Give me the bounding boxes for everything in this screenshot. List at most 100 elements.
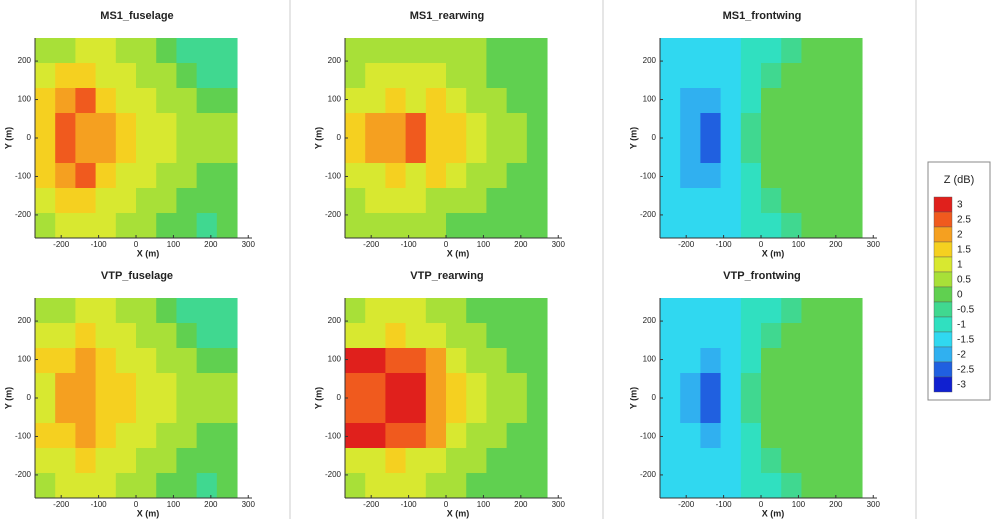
heat-cell: [466, 38, 487, 64]
heat-cell: [156, 163, 177, 189]
colorbar-swatch: [933, 226, 953, 243]
heat-cell: [801, 473, 823, 499]
y-tick-label: 200: [328, 316, 342, 325]
heat-cell: [821, 473, 843, 499]
heat-cell: [486, 373, 508, 399]
heat-cell: [385, 473, 407, 499]
y-axis-label: Y (m): [313, 127, 323, 149]
heat-cell: [196, 298, 218, 324]
heat-cell: [660, 348, 681, 374]
heat-cell: [345, 88, 366, 114]
heat-cell: [136, 138, 157, 164]
y-tick-label: 0: [27, 393, 32, 402]
heat-cell: [196, 88, 218, 114]
x-tick-label: -100: [401, 240, 418, 249]
heat-cell: [781, 88, 802, 114]
heat-cell: [446, 188, 467, 214]
heat-cell: [216, 323, 238, 349]
heat-cell: [801, 113, 823, 139]
y-axis-label: Y (m): [313, 387, 323, 409]
heat-cell: [345, 63, 366, 89]
heat-cell: [365, 38, 386, 64]
y-tick-label: 100: [643, 355, 657, 364]
heat-cell: [680, 448, 701, 474]
heat-cell: [761, 38, 782, 64]
heat-cell: [425, 448, 447, 474]
heat-cell: [75, 163, 97, 189]
heat-cell: [781, 373, 802, 399]
x-tick-label: 0: [444, 500, 449, 509]
chart-title: MS1_rearwing: [410, 10, 485, 22]
heat-cell: [405, 373, 427, 399]
heat-cell: [176, 163, 198, 189]
heat-cell: [365, 163, 386, 189]
heat-cell: [781, 423, 802, 449]
heat-cell: [385, 348, 407, 374]
heat-cell: [95, 298, 117, 324]
x-tick-label: 100: [477, 500, 491, 509]
heat-cell: [156, 138, 177, 164]
y-axis-label: Y (m): [3, 127, 13, 149]
chart-title: VTP_fuselage: [101, 270, 173, 282]
heat-cell: [55, 348, 76, 374]
heat-cell: [446, 298, 467, 324]
heat-cell: [720, 163, 742, 189]
heat-cell: [700, 423, 722, 449]
heat-cell: [526, 38, 548, 64]
colorbar-swatch: [933, 376, 953, 393]
heat-cell: [75, 348, 97, 374]
heat-cell: [365, 473, 386, 499]
heat-cell: [781, 448, 802, 474]
heat-cell: [405, 213, 427, 239]
heat-cell: [680, 473, 701, 499]
heat-cell: [801, 448, 823, 474]
heat-cell: [216, 213, 238, 239]
heat-cell: [405, 88, 427, 114]
heat-cell: [365, 138, 386, 164]
heat-cell: [660, 323, 681, 349]
colorbar-swatch: [933, 361, 953, 378]
y-tick-label: -100: [325, 172, 342, 181]
heat-cell: [841, 348, 863, 374]
heat-cell: [75, 188, 97, 214]
heat-cell: [35, 113, 56, 139]
heat-cell: [700, 213, 722, 239]
heat-cell: [506, 373, 528, 399]
heat-cell: [680, 373, 701, 399]
heat-cell: [466, 138, 487, 164]
heat-cell: [156, 113, 177, 139]
heat-cell: [35, 88, 56, 114]
heat-cell: [841, 298, 863, 324]
heat-cell: [216, 188, 238, 214]
heat-cell: [526, 138, 548, 164]
heat-cell: [345, 323, 366, 349]
heat-cell: [365, 113, 386, 139]
heat-cell: [841, 398, 863, 424]
heat-cell: [55, 373, 76, 399]
heat-cell: [425, 213, 447, 239]
heat-cell: [176, 448, 198, 474]
x-tick-label: -100: [716, 240, 733, 249]
heat-cell: [841, 163, 863, 189]
y-tick-label: 200: [643, 56, 657, 65]
heat-cell: [680, 348, 701, 374]
heat-cell: [176, 348, 198, 374]
heat-cell: [35, 448, 56, 474]
heat-cell: [466, 423, 487, 449]
heat-cell: [405, 323, 427, 349]
heat-cell: [156, 423, 177, 449]
heat-cell: [761, 138, 782, 164]
heat-cell: [385, 188, 407, 214]
heat-cell: [115, 473, 137, 499]
heat-cell: [136, 63, 157, 89]
heat-cell: [720, 138, 742, 164]
y-tick-label: -200: [325, 470, 342, 479]
heat-cell: [740, 113, 762, 139]
heat-cell: [405, 138, 427, 164]
x-tick-label: 100: [167, 500, 181, 509]
y-tick-label: 0: [337, 133, 342, 142]
heat-cell: [425, 138, 447, 164]
heat-cell: [841, 113, 863, 139]
heat-cell: [660, 473, 681, 499]
colorbar-label: -1: [957, 320, 966, 331]
